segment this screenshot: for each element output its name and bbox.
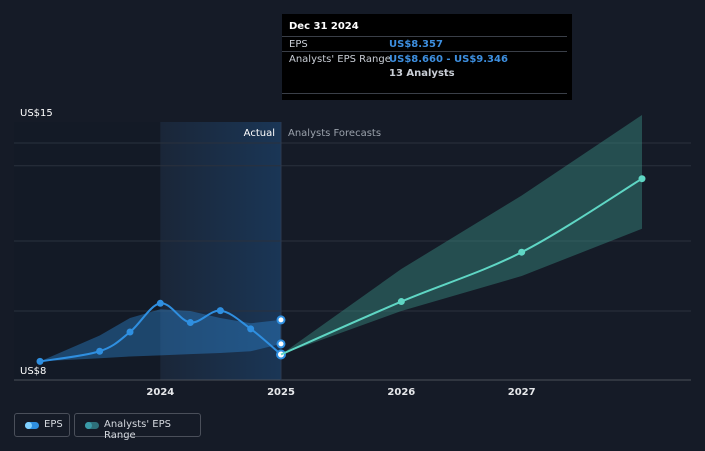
tooltip-analysts: 13 Analysts [389, 68, 455, 79]
tooltip-range-value: US$8.660 - US$9.346 [389, 54, 508, 65]
tooltip-eps-row: EPS US$8.357 [282, 36, 567, 53]
range-swatch-icon [85, 422, 99, 429]
legend-range-label: Analysts' EPS Range [104, 419, 171, 441]
eps-point [96, 347, 104, 355]
legend-range[interactable]: Analysts' EPS Range [74, 413, 201, 441]
tooltip-range-label: Analysts' EPS Range [289, 54, 391, 65]
tooltip-date: Dec 31 2024 [289, 21, 359, 32]
range-high-marker [276, 315, 286, 325]
range-low-marker [276, 339, 286, 349]
eps-forecast-point [518, 248, 526, 256]
tooltip-eps-value: US$8.357 [389, 39, 443, 50]
tooltip-eps-label: EPS [289, 39, 308, 50]
tooltip: Dec 31 2024 EPS US$8.357 Analysts' EPS R… [282, 14, 572, 100]
forecast-label: Analysts Forecasts [288, 128, 381, 139]
eps-point [36, 357, 44, 365]
eps-point [126, 328, 134, 336]
eps-swatch-icon [25, 422, 39, 429]
y-axis-top-label: US$15 [20, 108, 53, 119]
actual-label: Actual [244, 128, 275, 139]
eps-forecast-point [638, 175, 646, 183]
legend-eps-label: EPS [44, 419, 63, 430]
eps-forecast-point [397, 298, 405, 306]
x-tick-label: 2025 [267, 387, 295, 398]
tooltip-analysts-row: 13 Analysts [282, 66, 567, 82]
eps-point [247, 325, 255, 333]
x-tick-label: 2027 [508, 387, 536, 398]
eps-point [156, 299, 164, 307]
legend-eps[interactable]: EPS [14, 413, 70, 437]
eps-point [216, 307, 224, 315]
tooltip-range-row: Analysts' EPS Range US$8.660 - US$9.346 [282, 51, 567, 68]
eps-range-forecast-area [281, 115, 642, 355]
x-tick-label: 2026 [387, 387, 415, 398]
y-axis-bottom-label: US$8 [20, 366, 46, 377]
tooltip-divider [282, 93, 567, 95]
x-tick-label: 2024 [146, 387, 174, 398]
eps-forecast-line [280, 177, 643, 356]
eps-point [186, 319, 194, 327]
